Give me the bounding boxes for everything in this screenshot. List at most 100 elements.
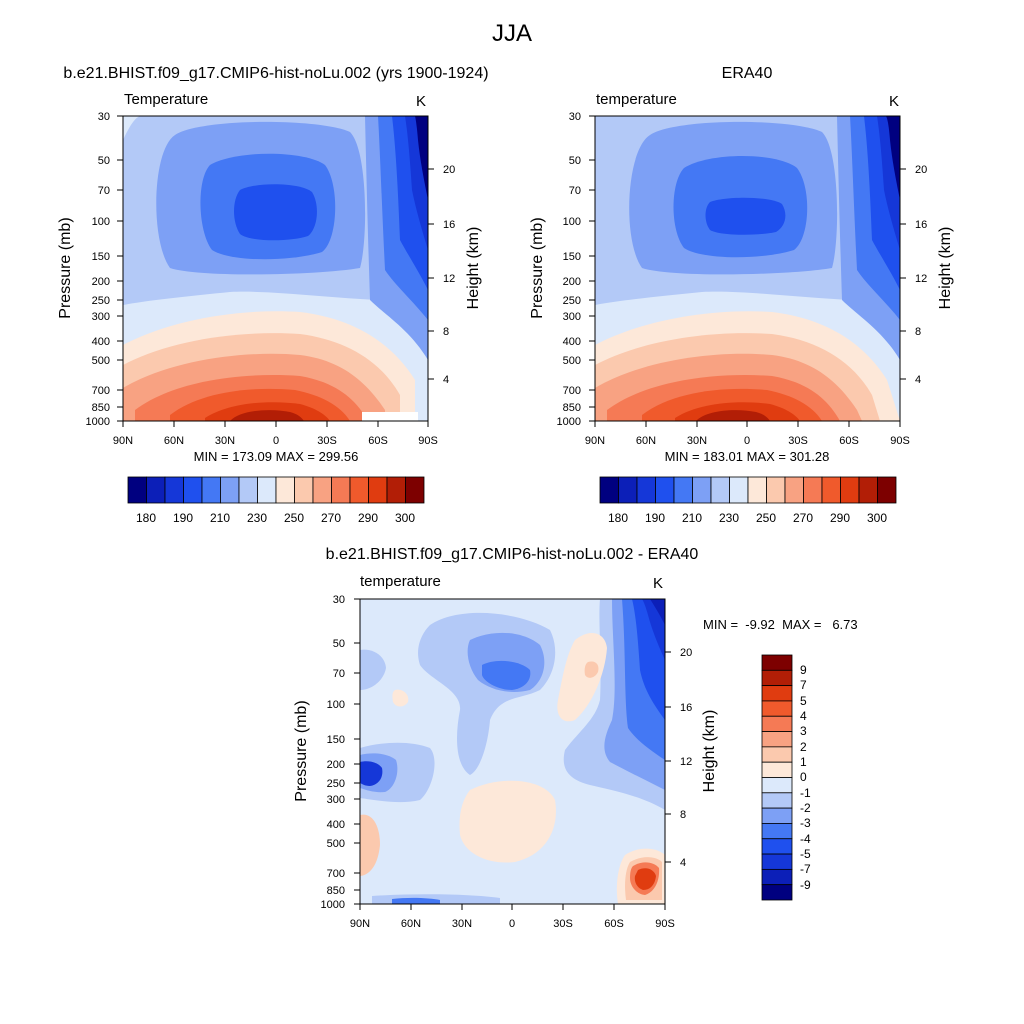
y-tick-label: 200 [327,759,345,771]
colorbar-swatch [761,685,793,702]
colorbar-label: -1 [800,786,811,800]
y-tick-label: 850 [327,885,345,897]
contour-neg-3-surface [392,897,440,904]
units-label: K [889,93,899,110]
min-max-stats: MIN = 173.09 MAX = 299.56 [194,449,359,464]
x-tick-label: 60N [164,435,184,447]
contour-neg-7-pole [650,599,665,625]
y-axis-title: Pressure (mb) [529,217,546,318]
variable-label: temperature [596,91,677,108]
x-axis: 90N 60N 30N 0 30S 60S 90S [350,904,675,930]
x-tick-label: 60N [401,918,421,930]
colorbar: 180 190 210 230 250 270 290 300 [599,476,897,525]
colorbar-swatch [761,823,793,840]
y-tick-label: 500 [327,838,345,850]
y-tick-label: 400 [563,336,581,348]
colorbar-label: -5 [800,847,811,861]
contour-band-300 [230,410,304,421]
y-tick-label: 50 [98,155,110,167]
contour-pos-1-left [360,814,380,876]
height-axis-title: Height (km) [937,227,954,310]
units-label: K [416,93,426,110]
colorbar-label: 7 [800,678,807,692]
min-max-stats: MIN = 183.01 MAX = 301.28 [665,449,830,464]
colorbar-label: 0 [800,770,807,784]
contour-neg-3-upper [482,660,531,690]
colorbar-swatch [761,700,793,717]
colorbar-label: -9 [800,878,811,892]
x-tick-label: 30N [687,435,707,447]
colorbar-swatch [761,884,793,901]
colorbar-label: 290 [358,511,378,525]
contour-pos-5-corner [634,868,656,890]
colorbar-label: -2 [800,801,811,815]
colorbar-label: 1 [800,755,807,769]
y-tick-label: 300 [563,311,581,323]
colorbar-label: 190 [173,511,193,525]
colorbar-label: 300 [867,511,887,525]
colorbar-swatch [761,777,793,794]
colorbar-swatch [761,838,793,855]
height-tick-label: 8 [680,809,686,821]
colorbar-label: 180 [136,511,156,525]
height-tick-label: 16 [915,219,927,231]
height-tick-label: 4 [443,374,449,386]
x-tick-label: 90S [418,435,438,447]
y-tick-label: 500 [563,355,581,367]
x-tick-label: 60N [636,435,656,447]
x-tick-label: 90N [350,918,370,930]
colorbar-swatch [761,853,793,870]
colorbar-swatch [405,476,425,504]
contour-pos-1-ridge [557,633,607,722]
colorbar-label: 180 [608,511,628,525]
x-tick-label: 90N [585,435,605,447]
colorbar-swatch [761,792,793,809]
colorbar-swatch [761,731,793,748]
y-tick-label: 700 [563,385,581,397]
colorbar-swatch [761,807,793,824]
y-tick-label: 70 [569,185,581,197]
colorbar-label: 230 [247,511,267,525]
x-tick-label: 60S [604,918,624,930]
x-tick-label: 0 [744,435,750,447]
colorbar-label: 210 [682,511,702,525]
contour-pos-1-center [459,780,556,863]
panel-title: b.e21.BHIST.f09_g17.CMIP6-hist-noLu.002 … [326,546,699,563]
colorbar-swatch [761,868,793,886]
y-tick-label: 150 [563,251,581,263]
x-tick-label: 30N [215,435,235,447]
colorbar-swatch [761,654,793,671]
height-tick-label: 20 [680,647,692,659]
colorbar-label: 5 [800,694,807,708]
x-tick-label: 0 [509,918,515,930]
panel-title: b.e21.BHIST.f09_g17.CMIP6-hist-noLu.002 … [63,65,488,82]
y-tick-label: 300 [92,311,110,323]
x-tick-label: 60S [839,435,859,447]
contour-neg-3-left [360,761,383,786]
y-tick-label: 250 [327,778,345,790]
y-axis-left: 30 50 70 100 150 200 250 300 400 500 700… [57,111,123,428]
height-tick-label: 8 [915,326,921,338]
contour-band-300 [696,410,770,421]
plot-area [122,115,429,422]
x-tick-label: 90S [655,918,675,930]
colorbar-label: 3 [800,724,807,738]
colorbar-swatch [761,669,793,687]
height-tick-label: 16 [680,702,692,714]
plot-area [594,115,901,422]
y-tick-label: 200 [92,276,110,288]
variable-label: Temperature [124,91,208,108]
y-tick-label: 50 [569,155,581,167]
y-tick-label: 850 [563,402,581,414]
colorbar-label: 270 [793,511,813,525]
x-tick-label: 30S [788,435,808,447]
missing-data-mask [362,412,418,421]
y-tick-label: 30 [569,111,581,123]
y-tick-label: 100 [327,699,345,711]
y-axis-right: 20 16 12 8 4 Height (km) [900,164,954,386]
x-tick-label: 90N [113,435,133,447]
x-axis: 90N 60N 30N 0 30S 60S 90S [113,421,438,447]
contour-pos-1-small [392,689,409,707]
